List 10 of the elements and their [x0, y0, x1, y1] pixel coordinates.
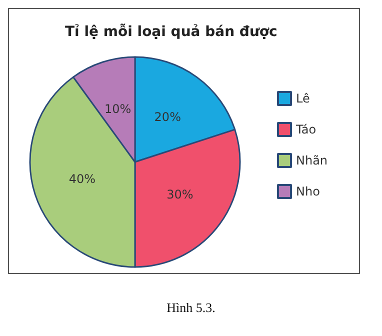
data-label: 10%	[104, 102, 132, 116]
chart-title: Tỉ lệ mỗi loại quả bán được	[65, 23, 278, 40]
data-label: 20%	[154, 110, 181, 124]
text: Hình 5.3.	[166, 300, 216, 316]
data-label: 40%	[68, 172, 96, 186]
legend-label: Nhãn	[296, 154, 328, 168]
legend-label: Lê	[296, 92, 310, 106]
legend-label: Nho	[296, 184, 320, 198]
legend-label: Táo	[295, 122, 316, 136]
data-label: 30%	[166, 188, 194, 202]
